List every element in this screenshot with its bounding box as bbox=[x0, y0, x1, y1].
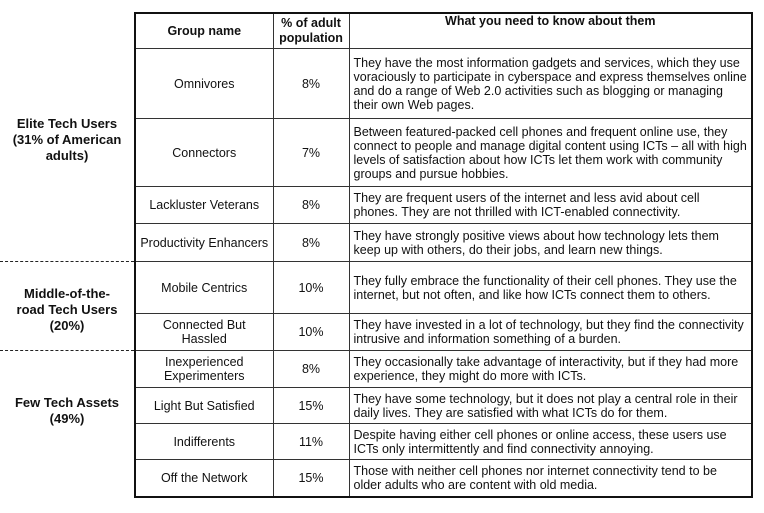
group-label-elite-text: Elite Tech Users (31% of American adults… bbox=[12, 116, 122, 163]
row-pct: 8% bbox=[272, 186, 350, 224]
table-row: Inexperienced Experimenters 8% They occa… bbox=[134, 350, 753, 388]
row-pct: 8% bbox=[272, 48, 350, 119]
table-row: Productivity Enhancers 8% They have stro… bbox=[134, 223, 753, 262]
header-what-to-know: What you need to know about them bbox=[348, 12, 753, 49]
row-group-name: Mobile Centrics bbox=[134, 261, 274, 314]
row-group-name: Light But Satisfied bbox=[134, 387, 274, 424]
table-row: Omnivores 8% They have the most informat… bbox=[134, 48, 753, 119]
table-row: Light But Satisfied 15% They have some t… bbox=[134, 387, 753, 424]
row-description: Despite having either cell phones or onl… bbox=[348, 423, 753, 460]
row-group-name: Productivity Enhancers bbox=[134, 223, 274, 262]
table-row: Indifferents 11% Despite having either c… bbox=[134, 423, 753, 460]
row-description: They have invested in a lot of technolog… bbox=[348, 313, 753, 351]
row-pct: 10% bbox=[272, 313, 350, 351]
group-divider bbox=[0, 261, 134, 262]
row-group-name: Off the Network bbox=[134, 459, 274, 497]
row-description: Between featured-packed cell phones and … bbox=[348, 118, 753, 187]
row-group-name: Connectors bbox=[134, 118, 274, 187]
group-label-few: Few Tech Assets (49%) bbox=[0, 395, 134, 427]
tech-users-table: Group name % of adult population What yo… bbox=[134, 12, 753, 498]
row-pct: 8% bbox=[272, 223, 350, 262]
group-divider bbox=[0, 350, 134, 351]
row-group-name: Indifferents bbox=[134, 423, 274, 460]
row-group-name: Omnivores bbox=[134, 48, 274, 119]
row-pct: 7% bbox=[272, 118, 350, 187]
row-group-name: Inexperienced Experimenters bbox=[134, 350, 274, 388]
row-pct: 15% bbox=[272, 387, 350, 424]
group-label-middle-text: Middle-of-the-road Tech Users (20%) bbox=[16, 286, 118, 333]
row-description: They are frequent users of the internet … bbox=[348, 186, 753, 224]
row-pct: 15% bbox=[272, 459, 350, 497]
row-description: They have some technology, but it does n… bbox=[348, 387, 753, 424]
group-label-middle: Middle-of-the-road Tech Users (20%) bbox=[0, 286, 134, 334]
header-pct-adult: % of adult population bbox=[272, 12, 350, 49]
table-row: Lackluster Veterans 8% They are frequent… bbox=[134, 186, 753, 224]
header-row: Group name % of adult population What yo… bbox=[134, 12, 753, 49]
row-pct: 10% bbox=[272, 261, 350, 314]
table-row: Off the Network 15% Those with neither c… bbox=[134, 459, 753, 497]
row-description: They have the most information gadgets a… bbox=[348, 48, 753, 119]
table-row: Connected But Hassled 10% They have inve… bbox=[134, 313, 753, 351]
row-pct: 11% bbox=[272, 423, 350, 460]
row-group-name: Lackluster Veterans bbox=[134, 186, 274, 224]
group-label-elite: Elite Tech Users (31% of American adults… bbox=[0, 116, 134, 164]
group-label-few-text: Few Tech Assets (49%) bbox=[14, 395, 120, 426]
row-group-name: Connected But Hassled bbox=[134, 313, 274, 351]
row-description: They have strongly positive views about … bbox=[348, 223, 753, 262]
row-pct: 8% bbox=[272, 350, 350, 388]
header-group-name: Group name bbox=[134, 12, 274, 49]
row-description: They occasionally take advantage of inte… bbox=[348, 350, 753, 388]
table-row: Mobile Centrics 10% They fully embrace t… bbox=[134, 261, 753, 314]
table-row: Connectors 7% Between featured-packed ce… bbox=[134, 118, 753, 187]
row-description: They fully embrace the functionality of … bbox=[348, 261, 753, 314]
row-description: Those with neither cell phones nor inter… bbox=[348, 459, 753, 497]
